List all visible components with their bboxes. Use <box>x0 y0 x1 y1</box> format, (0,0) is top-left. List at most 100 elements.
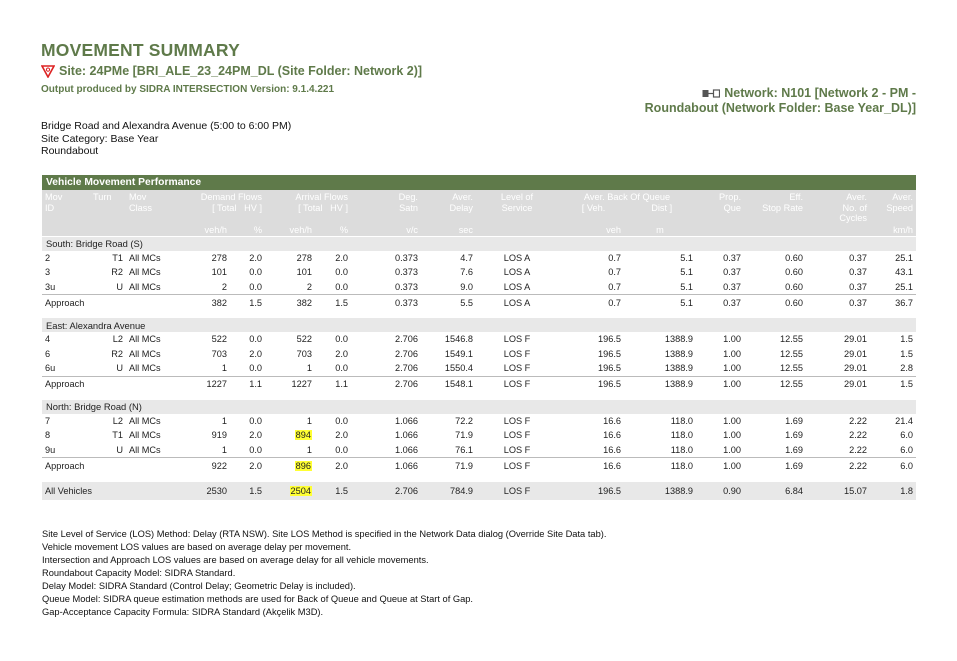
cell-eff: 0.60 <box>785 252 803 263</box>
cell-dhv: 1.5 <box>230 294 265 310</box>
cell-los: LOS F <box>503 334 531 345</box>
unit-speed: km/h <box>870 223 916 237</box>
cell-turn: L2 <box>112 334 123 345</box>
cell-deg: 0.373 <box>395 281 418 292</box>
cell-prop: 1.00 <box>696 375 744 392</box>
cell-qv: 16.6 <box>558 457 624 473</box>
cell-qd: 1388.9 <box>664 348 693 359</box>
cell-spd: 6.0 <box>900 430 913 441</box>
cell-prop: 1.00 <box>723 363 741 374</box>
col-eff-stop-rate: Eff. Stop Rate <box>744 190 806 224</box>
cell-ahv: 0.0 <box>335 444 348 455</box>
cell-mov-class: All MCs <box>129 415 161 426</box>
cell-dhv: 2.0 <box>249 430 262 441</box>
cell-cyc: 0.37 <box>849 281 867 292</box>
cell-dhv: 1.1 <box>230 375 265 392</box>
network-icon <box>702 89 721 98</box>
approach-row: Approach 1227 1.1 1227 1.1 2.706 1548.1 LOS F 19… <box>42 375 916 392</box>
cell-mov-id: 6u <box>45 363 56 374</box>
unit-arrival-hv: % <box>315 223 351 237</box>
footnote-line: Intersection and Approach LOS values are… <box>42 555 429 565</box>
cell-prop: 1.00 <box>723 430 741 441</box>
table-row: 6u U All MCs 1 0.0 1 0.0 2.706 1550.4 LOS F 196.5 1… <box>42 361 916 376</box>
cell-ahv: 0.0 <box>335 334 348 345</box>
network-heading: Network: N101 [Network 2 - PM - Roundabo… <box>616 86 916 116</box>
cell-deg: 0.373 <box>351 294 421 310</box>
cell-delay: 72.2 <box>455 415 473 426</box>
section-header: South: Bridge Road (S) <box>42 236 916 251</box>
spacer-cell <box>42 473 916 482</box>
unit-arrival-total: veh/h <box>265 223 315 237</box>
site-category: Site Category: Base Year <box>41 132 159 145</box>
cell-delay: 76.1 <box>455 444 473 455</box>
cell-ahv: 1.1 <box>315 375 351 392</box>
cell-ahv: 1.5 <box>315 294 351 310</box>
cell-turn: U <box>116 444 123 455</box>
cell-at: 896 <box>265 457 315 473</box>
cell-eff: 12.55 <box>780 363 803 374</box>
cell-los: LOS F <box>503 348 531 359</box>
unit-delay: sec <box>421 223 476 237</box>
cell-los: LOS F <box>503 444 531 455</box>
cell-eff: 12.55 <box>744 375 806 392</box>
cell-cyc: 2.22 <box>849 444 867 455</box>
cell-dhv: 2.0 <box>230 457 265 473</box>
cell-mov-id: 9u <box>45 444 56 455</box>
cell-los: LOS A <box>503 281 531 292</box>
cell-qd: 5.1 <box>680 252 693 263</box>
cell-los: LOS A <box>503 267 531 278</box>
cell-at: 2 <box>306 281 312 292</box>
cell-mov-id: 8 <box>45 430 51 441</box>
site-title: Site: 24PMe [BRI_ALE_23_24PM_DL (Site Fo… <box>59 64 423 78</box>
cell-mov-class: All MCs <box>129 430 161 441</box>
cell-qd: 1388.9 <box>664 334 693 345</box>
cell-mov-id: 3u <box>45 281 56 292</box>
cell-dt: 382 <box>180 294 230 310</box>
cell-deg: 1.066 <box>395 430 418 441</box>
cell-dt: 278 <box>211 252 227 263</box>
cell-cyc: 29.01 <box>844 348 867 359</box>
cell-prop: 1.00 <box>723 348 741 359</box>
cell-ahv: 0.0 <box>335 363 348 374</box>
cell-qv: 0.7 <box>608 281 621 292</box>
cell-qd: 118.0 <box>624 457 696 473</box>
cell-dt: 2530 <box>180 481 230 500</box>
col-aver-cycles: Aver. No. of Cycles <box>806 190 870 224</box>
cell-eff: 0.60 <box>744 294 806 310</box>
site-type: Roundabout <box>41 145 99 157</box>
cell-turn: R2 <box>111 267 123 278</box>
cell-qd: 118.0 <box>670 415 693 426</box>
cell-qd: 5.1 <box>680 281 693 292</box>
cell-dhv: 0.0 <box>249 281 262 292</box>
cell-deg: 1.066 <box>395 444 418 455</box>
cell-at: 894 <box>265 428 315 443</box>
cell-deg: 0.373 <box>395 267 418 278</box>
highlighted-value: 894 <box>294 430 312 441</box>
vehicle-movement-table: Vehicle Movement Performance Mov ID Turn … <box>42 175 916 500</box>
cell-delay: 9.0 <box>460 281 473 292</box>
cell-dhv: 0.0 <box>249 267 262 278</box>
cell-mov-class: All MCs <box>129 348 161 359</box>
cell-all-vehicles-label: All Vehicles <box>42 481 180 500</box>
cell-mov-class: All MCs <box>129 252 161 263</box>
cell-turn: T1 <box>112 430 123 441</box>
cell-ahv: 0.0 <box>335 415 348 426</box>
cell-qd: 1388.9 <box>624 375 696 392</box>
cell-mov-class: All MCs <box>129 267 161 278</box>
col-level-of-service: Level of Service <box>476 190 558 224</box>
table-band-title: Vehicle Movement Performance <box>42 175 916 190</box>
cell-mov-id: 3 <box>45 267 51 278</box>
cell-spd: 1.5 <box>870 375 916 392</box>
cell-qv: 196.5 <box>598 334 621 345</box>
cell-qd: 5.1 <box>680 267 693 278</box>
col-mov-class: Mov Class <box>126 190 180 224</box>
cell-at: 278 <box>296 252 312 263</box>
cell-qd: 118.0 <box>670 444 693 455</box>
col-aver-delay: Aver. Delay <box>421 190 476 224</box>
produced-by: Output produced by SIDRA INTERSECTION Ve… <box>41 84 335 95</box>
cell-dt: 1 <box>221 444 227 455</box>
col-arrival-flows: Arrival Flows[ Total HV ] <box>265 190 351 224</box>
highlighted-value: 896 <box>294 460 312 471</box>
cell-spd: 25.1 <box>895 252 913 263</box>
cell-mov-id: 2 <box>45 252 51 263</box>
